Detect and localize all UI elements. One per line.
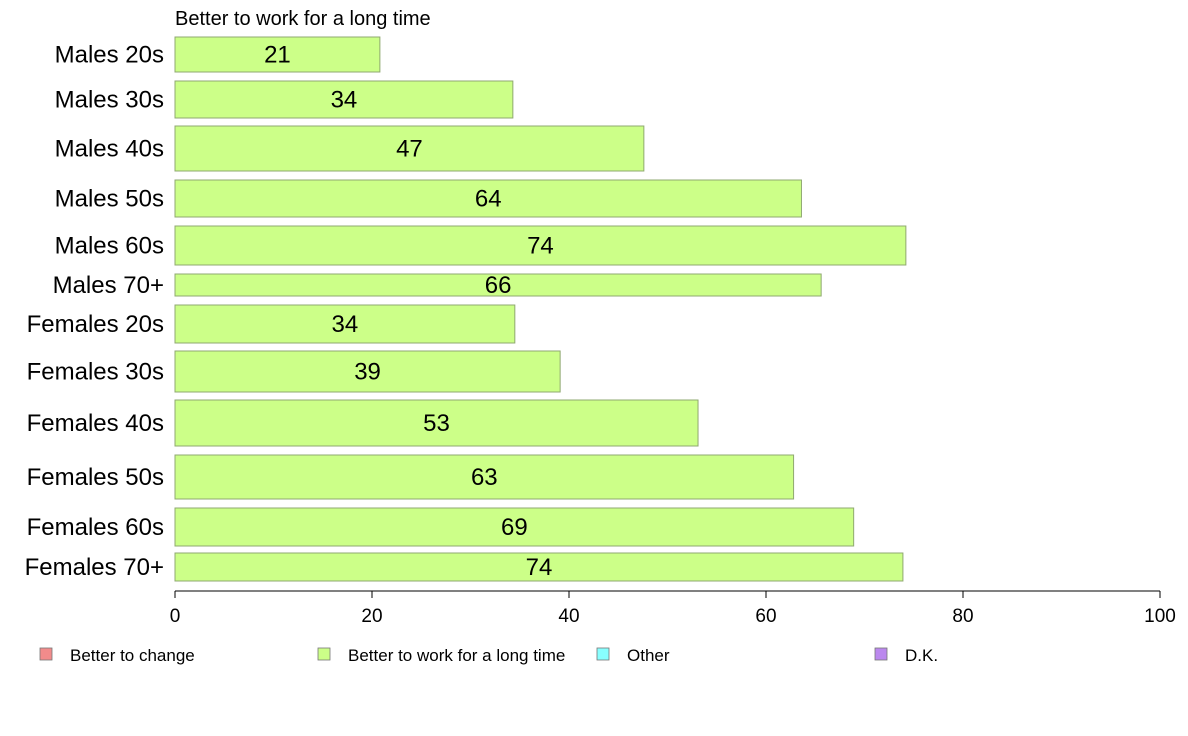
value-label: 53 <box>423 410 450 437</box>
value-label: 47 <box>396 136 423 163</box>
legend-swatch <box>874 647 888 661</box>
legend-label: Other <box>627 646 670 665</box>
legend-swatch <box>317 647 331 661</box>
x-axis: 0 20 40 60 80 100 <box>170 590 1176 627</box>
bar <box>174 304 516 344</box>
value-label: 39 <box>354 359 381 386</box>
category-label: Females 50s <box>27 464 164 491</box>
legend-label: Better to work for a long time <box>348 646 565 665</box>
x-tick-label: 80 <box>952 606 973 627</box>
category-label: Females 30s <box>27 359 164 386</box>
x-tick-label: 60 <box>755 606 776 627</box>
category-label: Males 20s <box>55 42 164 69</box>
bar <box>174 179 802 218</box>
value-label: 21 <box>264 42 291 69</box>
category-label: Males 60s <box>55 233 164 260</box>
bar <box>174 125 645 172</box>
bar <box>174 273 822 297</box>
x-tick-label: 20 <box>361 606 382 627</box>
value-label: 64 <box>475 186 502 213</box>
value-label: 66 <box>485 272 512 299</box>
category-label: Males 40s <box>55 136 164 163</box>
bar <box>174 399 699 447</box>
category-label: Females 60s <box>27 514 164 541</box>
value-label: 74 <box>526 554 553 581</box>
category-labels: Males 20s Males 30s Males 40s Males 50s Male… <box>25 42 164 582</box>
category-label: Males 30s <box>55 87 164 114</box>
legend-swatch <box>596 647 610 661</box>
category-label: Females 40s <box>27 410 164 437</box>
bar <box>174 36 381 73</box>
bar <box>174 350 561 393</box>
bar <box>174 80 514 119</box>
bar <box>174 507 855 547</box>
chart-title: Better to work for a long time <box>175 8 431 30</box>
legend-label: D.K. <box>905 646 938 665</box>
bar <box>174 454 795 500</box>
value-label: 74 <box>527 233 554 260</box>
value-label: 34 <box>331 87 358 114</box>
value-label: 63 <box>471 464 498 491</box>
category-label: Males 70+ <box>53 272 164 299</box>
legend-label: Better to change <box>70 646 195 665</box>
legend-swatch <box>39 647 53 661</box>
bars-group <box>174 36 907 582</box>
category-label: Males 50s <box>55 186 164 213</box>
bar <box>174 552 904 582</box>
x-tick-label: 40 <box>558 606 579 627</box>
value-label: 34 <box>332 311 359 338</box>
bar <box>174 225 907 266</box>
category-label: Females 20s <box>27 311 164 338</box>
x-tick-label: 0 <box>170 606 181 627</box>
category-label: Females 70+ <box>25 554 164 581</box>
legend: Better to change Better to work for a lon… <box>39 646 938 665</box>
x-tick-label: 100 <box>1144 606 1176 627</box>
value-label: 69 <box>501 514 528 541</box>
